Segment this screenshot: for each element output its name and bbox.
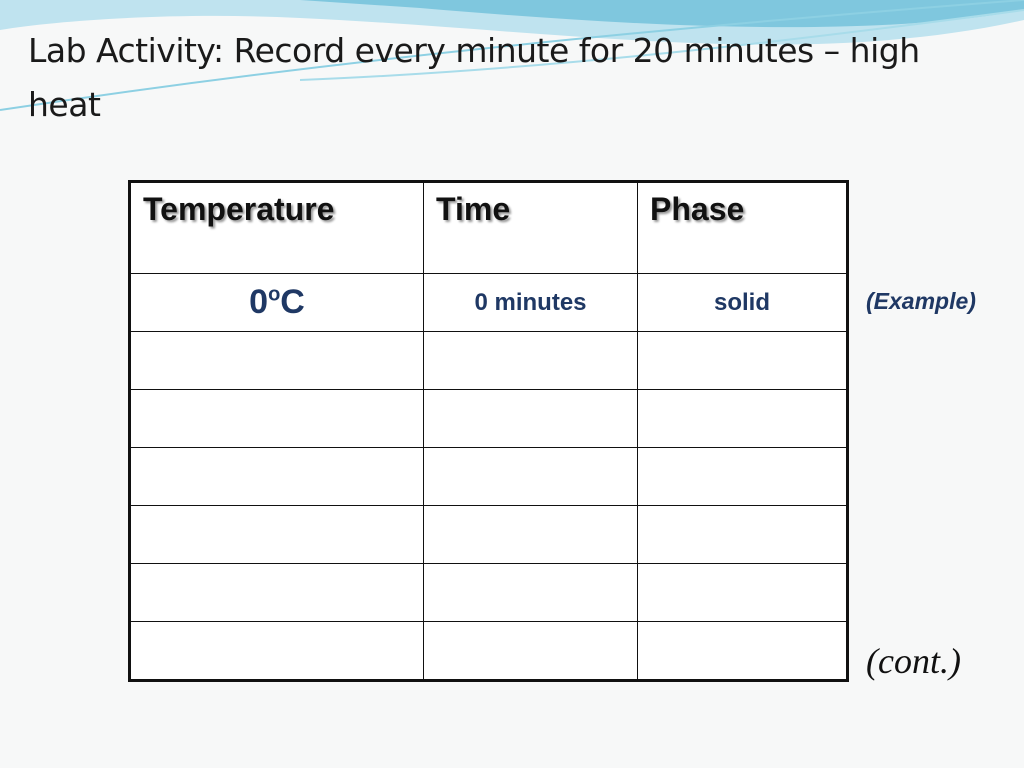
header-cell: Time — [423, 181, 638, 274]
header-cell: Temperature — [129, 181, 424, 274]
cell — [637, 331, 848, 390]
table-row: 0oC 0 minutes solid — [129, 273, 848, 332]
cell — [423, 563, 638, 622]
cell: 0oC — [129, 273, 424, 332]
cell — [129, 505, 424, 564]
table-row — [129, 389, 848, 448]
cell — [637, 447, 848, 506]
cell — [129, 447, 424, 506]
wave — [300, 0, 1024, 28]
header-cell: Phase — [637, 181, 848, 274]
cell — [637, 563, 848, 622]
cell — [129, 563, 424, 622]
data-table: Temperature Time Phase 0oC 0 minutes sol… — [128, 180, 849, 682]
cell-text: C — [280, 283, 305, 321]
cell — [637, 505, 848, 564]
cell — [423, 621, 638, 681]
cell — [129, 331, 424, 390]
cell-text: o — [268, 283, 281, 306]
example-note: (Example) — [866, 288, 976, 314]
continued-note: (cont.) — [866, 641, 961, 681]
cell — [637, 621, 848, 681]
cell — [637, 389, 848, 448]
cell: 0 minutes — [423, 273, 638, 332]
cell-text: 0 — [249, 283, 269, 321]
table-row — [129, 447, 848, 506]
cell — [129, 621, 424, 681]
table-row — [129, 505, 848, 564]
cell — [423, 505, 638, 564]
cell — [423, 447, 638, 506]
cell — [423, 389, 638, 448]
wave-line — [299, 9, 1024, 81]
wave-line — [0, 0, 1024, 111]
table-row — [129, 331, 848, 390]
header-row: Temperature Time Phase — [129, 181, 848, 274]
cell: solid — [637, 273, 848, 332]
table-row — [129, 621, 848, 681]
cell — [129, 389, 424, 448]
title: Lab Activity: Record every minute for 20… — [28, 31, 920, 124]
table-row — [129, 563, 848, 622]
cell — [423, 331, 638, 390]
